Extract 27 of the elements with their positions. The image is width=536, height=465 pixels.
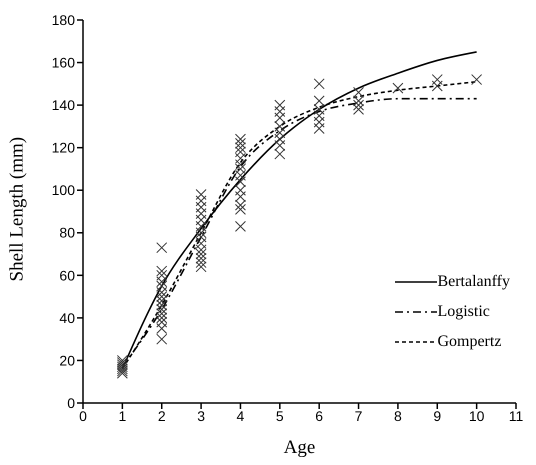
x-tick-label: 8 [394, 408, 402, 424]
y-tick-label: 180 [52, 12, 76, 28]
x-tick-label: 11 [508, 408, 524, 424]
x-tick-label: 7 [354, 408, 363, 424]
legend-label: Logistic [437, 303, 490, 321]
x-tick-label: 10 [468, 408, 485, 424]
x-tick-label: 5 [276, 408, 284, 424]
legend-label: Gompertz [437, 333, 502, 351]
y-axis-title: Shell Length (mm) [6, 136, 28, 282]
y-tick-label: 80 [59, 224, 76, 241]
y-tick-label: 20 [59, 352, 76, 368]
legend-label: Bertalanffy [437, 273, 510, 291]
x-tick-label: 4 [236, 408, 245, 424]
y-tick-label: 0 [67, 394, 76, 411]
y-tick-label: 100 [52, 182, 76, 198]
y-tick-label: 120 [52, 140, 76, 156]
x-tick-label: 9 [433, 408, 442, 424]
y-tick-label: 60 [59, 267, 76, 284]
x-tick-label: 2 [158, 408, 166, 424]
x-tick-label: 1 [118, 408, 126, 424]
y-tick-label: 140 [52, 97, 76, 114]
x-tick-label: 0 [79, 408, 88, 424]
y-tick-label: 40 [59, 310, 76, 326]
x-tick-label: 3 [197, 408, 206, 424]
x-axis-title: Age [284, 437, 316, 458]
x-tick-label: 6 [315, 408, 324, 424]
y-tick-label: 160 [52, 54, 76, 71]
